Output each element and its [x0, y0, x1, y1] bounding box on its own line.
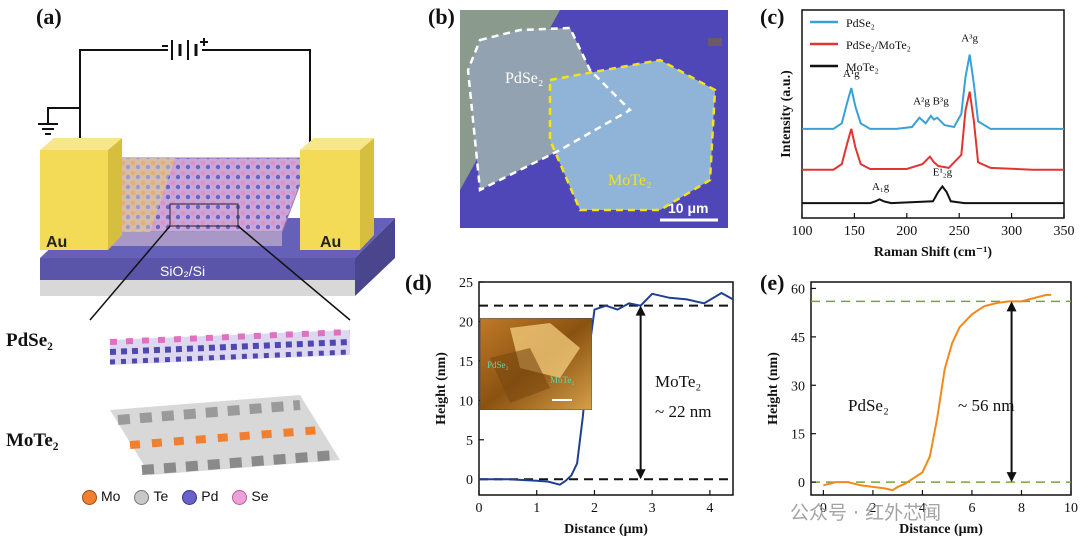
- y-tick-label: 0: [466, 473, 473, 488]
- x-axis-title: Distance (μm): [899, 522, 983, 537]
- x-tick-label: 3: [649, 501, 656, 516]
- legend-te: Te: [134, 488, 168, 505]
- legend-label-0: PdSe₂: [846, 16, 875, 30]
- scale-bar-label: 10 μm: [668, 200, 709, 216]
- y-tick-label: 15: [791, 428, 805, 443]
- series-line-1: [802, 91, 1064, 171]
- height-arrow-head-bottom: [1006, 472, 1017, 483]
- raman-chart: 100 150 200 250 300 350PdSe₂PdSe₂/MoTe₂MoTe₂A…: [779, 9, 1075, 260]
- legend-pd: Pd: [182, 488, 218, 505]
- x-tick-label: 0: [820, 501, 827, 516]
- afm-height-chart-pdse2: 0 2 4 6 8 10 0 15 30 45 60 Distance (μm) Height (nm): [766, 281, 1078, 537]
- series-line-0: [823, 293, 1052, 492]
- x-tick-label: 6: [968, 501, 975, 516]
- x-tick-label: 150: [844, 224, 865, 239]
- x-tick-label: 4: [706, 501, 713, 516]
- peak-label-1: A²g B³g: [913, 96, 949, 108]
- optical-image: [460, 10, 728, 228]
- watermark: 公众号 · 红外芯闻: [790, 502, 942, 524]
- series-line-0: [479, 291, 734, 486]
- peak-label-3: A₁g: [872, 181, 890, 193]
- flake-label-mote2: MoTe₂: [608, 172, 652, 189]
- panel-label-c: (c): [760, 4, 785, 29]
- x-tick-label: 4: [919, 501, 926, 516]
- atom-legend: Mo Te Pd Se: [82, 488, 269, 505]
- x-tick-label: 350: [1054, 224, 1075, 239]
- y-tick-label: 15: [459, 355, 473, 370]
- y-axis-title: Height (nm): [434, 352, 449, 425]
- peak-label-2: A³g: [961, 33, 978, 45]
- legend-label-2: MoTe₂: [846, 60, 879, 74]
- peak-label-0: A¹g: [843, 68, 860, 80]
- au-right-label: Au: [320, 234, 342, 251]
- panel-label-b: (b): [428, 4, 455, 29]
- y-axis-title: Intensity (a.u.): [779, 70, 794, 158]
- x-tick-label: 10: [1064, 501, 1078, 516]
- plot-frame: [810, 281, 1072, 496]
- x-tick-label: 1: [533, 501, 540, 516]
- plot-frame: [478, 281, 734, 496]
- panel-label-e: (e): [760, 270, 785, 295]
- au-left-label: Au: [46, 234, 68, 251]
- annotation-value-e: ~ 56 nm: [958, 396, 1015, 415]
- annotation-material-d: MoTe₂: [655, 372, 702, 391]
- annotation-material-e: PdSe₂: [848, 396, 889, 415]
- annotation-value-d: ~ 22 nm: [655, 402, 712, 421]
- series-line-2: [802, 184, 1064, 205]
- y-tick-label: 25: [459, 276, 473, 291]
- y-tick-label: 10: [459, 394, 473, 409]
- y-tick-label: 20: [459, 315, 473, 330]
- y-axis-title: Height (nm): [766, 352, 781, 425]
- x-tick-label: 2: [591, 501, 598, 516]
- y-tick-label: 5: [466, 434, 473, 449]
- substrate-label: SiO₂/Si: [160, 263, 206, 279]
- inset-label-pdse2: PdSe₂: [487, 360, 509, 370]
- flake-label-pdse2: PdSe₂: [505, 70, 544, 87]
- y-tick-label: 0: [798, 476, 805, 491]
- series-line-0: [802, 54, 1064, 130]
- x-axis-title: Raman Shift (cm⁻¹): [874, 245, 992, 260]
- panel-label-a: (a): [36, 4, 62, 29]
- x-tick-label: 100: [792, 224, 813, 239]
- peak-label-4: E¹₂g: [933, 166, 953, 178]
- legend-mo: Mo: [82, 488, 120, 505]
- height-arrow-head-top: [635, 305, 646, 316]
- y-tick-label: 45: [791, 331, 805, 346]
- afm-inset-image: [480, 318, 592, 410]
- height-arrow-head-top: [1006, 301, 1017, 312]
- x-tick-label: 250: [949, 224, 970, 239]
- mote2-layer-label: MoTe₂: [6, 430, 59, 451]
- inset-label-mote2: MoTe₂: [550, 375, 575, 385]
- pdse2-layer-label: PdSe₂: [6, 330, 53, 351]
- height-arrow-head-bottom: [635, 469, 646, 480]
- x-tick-label: 300: [1001, 224, 1022, 239]
- x-tick-label: 8: [1018, 501, 1025, 516]
- device-schematic: [38, 38, 395, 475]
- legend-label-1: PdSe₂/MoTe₂: [846, 38, 911, 52]
- afm-height-chart-mote2: 0 1 2 3 4 0 5 10 15 20 25 Distance (μm) Height (nm): [434, 276, 734, 537]
- x-tick-label: 0: [476, 501, 483, 516]
- legend-se: Se: [232, 488, 269, 505]
- x-tick-label: 200: [896, 224, 917, 239]
- plot-frame: [801, 9, 1065, 219]
- x-axis-title: Distance (μm): [564, 522, 648, 537]
- panel-label-d: (d): [405, 270, 432, 295]
- y-tick-label: 30: [791, 379, 805, 394]
- y-tick-label: 60: [791, 282, 805, 297]
- x-tick-label: 2: [869, 501, 876, 516]
